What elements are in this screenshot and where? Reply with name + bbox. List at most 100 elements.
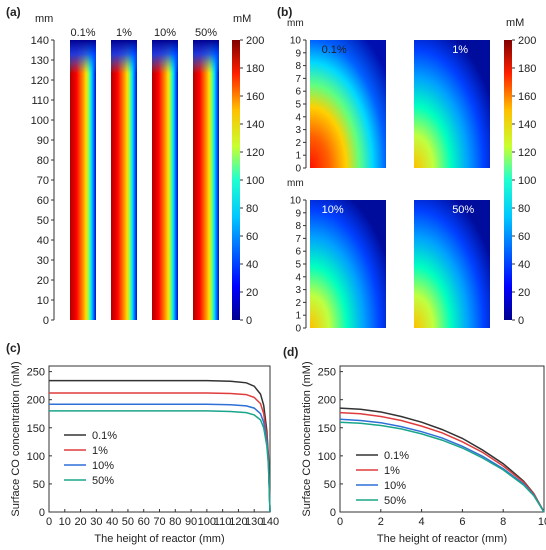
panel-b-label: (b) bbox=[277, 5, 292, 19]
panel-a-y-tick-label: 50 bbox=[37, 215, 49, 227]
panel-a-column-label: 50% bbox=[195, 27, 217, 39]
panel-a-column: 1% bbox=[111, 27, 137, 320]
y-tick-label: 0 bbox=[39, 507, 45, 519]
plot-frame bbox=[48, 365, 271, 513]
panel-b-colorbar-unit: mM bbox=[506, 17, 524, 29]
x-tick-label: 100 bbox=[198, 516, 216, 528]
panel-b-map: 1% bbox=[414, 40, 490, 168]
x-tick-label: 110 bbox=[214, 516, 232, 528]
panel-a-colorbar-unit: mM bbox=[233, 13, 251, 25]
plot-frame bbox=[339, 365, 545, 513]
series-line bbox=[339, 411, 545, 513]
series-line bbox=[49, 410, 271, 513]
panel-a-colorbar-tick-label: 20 bbox=[246, 287, 258, 299]
panel-b-colorbar-tick-label: 40 bbox=[518, 259, 530, 271]
panel-b-y-tick-label: 9 bbox=[295, 48, 301, 59]
panel-b-y-tick-label: 0 bbox=[295, 164, 301, 175]
panel-c-plot: 0 10 20 30 40 50 60 70 80 90 100110120130140050100… bbox=[10, 361, 279, 545]
panel-b-colorbar-ticks: 0 20 40 60 80 100 120 140 160 180 200 bbox=[512, 35, 536, 327]
x-tick-label: 60 bbox=[138, 516, 150, 528]
panel-d-plot: 0246810050100150200250The height of reac… bbox=[301, 361, 546, 545]
panel-a-y-tick-label: 140 bbox=[31, 35, 49, 47]
panel-a-column-label: 0.1% bbox=[70, 27, 95, 39]
panel-a-colorbar-ticks: 0 20 40 60 80 100 120 140 160 180 200 bbox=[240, 35, 264, 327]
legend-entry: 1% bbox=[384, 465, 400, 477]
panel-b-yunit-top: mm bbox=[287, 18, 304, 29]
x-tick-label: 80 bbox=[169, 516, 181, 528]
panel-b-y-tick-label: 7 bbox=[295, 74, 301, 85]
panel-a-colorbar-tick-label: 40 bbox=[246, 259, 258, 271]
panel-a-colorbar bbox=[232, 40, 240, 320]
panel-b-y-tick-label: 8 bbox=[295, 61, 301, 72]
panel-b-y-tick-label: 6 bbox=[295, 247, 301, 258]
panel-a-y-tick-label: 120 bbox=[31, 75, 49, 87]
panel-a-colorbar-tick-label: 120 bbox=[246, 147, 264, 159]
x-tick-label: 20 bbox=[74, 516, 86, 528]
x-tick-label: 50 bbox=[122, 516, 134, 528]
panel-b-map: 0.1% 0 1 2 3 45 6 7 8 910 bbox=[290, 36, 386, 175]
panel-a-y-tick-label: 100 bbox=[31, 115, 49, 127]
panel-a-colorbar-tick-label: 180 bbox=[246, 63, 264, 75]
panel-a-colorbar-tick-label: 160 bbox=[246, 91, 264, 103]
y-tick-label: 150 bbox=[27, 423, 45, 435]
legend-entry: 10% bbox=[92, 460, 114, 472]
x-tick-label: 8 bbox=[500, 516, 506, 528]
legend-entry: 50% bbox=[92, 475, 114, 487]
panel-a-y-tick-label: 70 bbox=[37, 175, 49, 187]
panel-b-colorbar-tick-label: 160 bbox=[518, 91, 536, 103]
panel-b-map: 50% bbox=[414, 200, 490, 328]
panel-a-column-top bbox=[193, 40, 219, 320]
panel-a-y-tick-label: 30 bbox=[37, 255, 49, 267]
panel-a-colorbar-tick-label: 140 bbox=[246, 119, 264, 131]
panel-a-y-tick-label: 20 bbox=[37, 275, 49, 287]
y-tick-label: 250 bbox=[318, 367, 336, 379]
panel-a-column: 0.1% bbox=[70, 27, 96, 320]
panel-a-column-top bbox=[111, 40, 137, 320]
panel-c-label: (c) bbox=[6, 341, 21, 355]
panel-b-y-tick-label: 5 bbox=[295, 100, 301, 111]
y-tick-label: 200 bbox=[318, 395, 336, 407]
panel-b-y-tick-label: 0 bbox=[295, 324, 301, 335]
x-tick-label: 30 bbox=[90, 516, 102, 528]
panel-b-colorbar-tick-label: 200 bbox=[518, 35, 536, 47]
panel-b-map: 10% 0 1 2 3 45 6 7 8 910 bbox=[290, 196, 386, 335]
x-tick-label: 4 bbox=[419, 516, 425, 528]
panel-a-column-top bbox=[152, 40, 178, 320]
x-tick-label: 10 bbox=[59, 516, 71, 528]
panel-b-map-fill bbox=[310, 40, 386, 168]
y-tick-label: 150 bbox=[318, 423, 336, 435]
panel-a-colorbar-tick-label: 80 bbox=[246, 203, 258, 215]
panel-a-y-tick-label: 40 bbox=[37, 235, 49, 247]
panel-b-y-tick-label: 1 bbox=[295, 311, 301, 322]
panel-b-y-tick-label: 2 bbox=[295, 138, 301, 149]
panel-b-y-tick-label: 8 bbox=[295, 221, 301, 232]
series-line bbox=[49, 379, 271, 513]
panel-a-y-tick-label: 110 bbox=[31, 95, 49, 107]
legend-entry: 0.1% bbox=[92, 430, 117, 442]
panel-b-colorbar bbox=[504, 40, 512, 320]
panel-a-column: 10% bbox=[152, 27, 178, 320]
panel-a-colorbar-tick-label: 100 bbox=[246, 175, 264, 187]
panel-b-y-tick-label: 4 bbox=[295, 272, 301, 283]
y-tick-label: 100 bbox=[318, 451, 336, 463]
y-tick-label: 50 bbox=[324, 479, 336, 491]
legend-entry: 1% bbox=[92, 445, 108, 457]
x-tick-label: 40 bbox=[106, 516, 118, 528]
panel-b-y-tick-label: 9 bbox=[295, 208, 301, 219]
panel-b-y-tick-label: 7 bbox=[295, 234, 301, 245]
panel-d-label: (d) bbox=[283, 345, 298, 359]
x-tick-label: 6 bbox=[459, 516, 465, 528]
legend-entry: 10% bbox=[384, 480, 406, 492]
x-tick-label: 130 bbox=[245, 516, 263, 528]
panel-b-map-fill bbox=[414, 40, 490, 168]
panel-a-label: (a) bbox=[6, 5, 21, 19]
y-axis-label: Surface CO concentration (mM) bbox=[10, 361, 22, 516]
panel-b-map-label: 50% bbox=[452, 204, 474, 216]
panel-a-column-label: 10% bbox=[154, 27, 176, 39]
panel-a-colorbar-tick-label: 0 bbox=[246, 315, 252, 327]
panel-b-y-tick-label: 3 bbox=[295, 285, 301, 296]
panel-b-y-tick-label: 1 bbox=[295, 151, 301, 162]
panel-b-map-label: 0.1% bbox=[322, 44, 347, 56]
